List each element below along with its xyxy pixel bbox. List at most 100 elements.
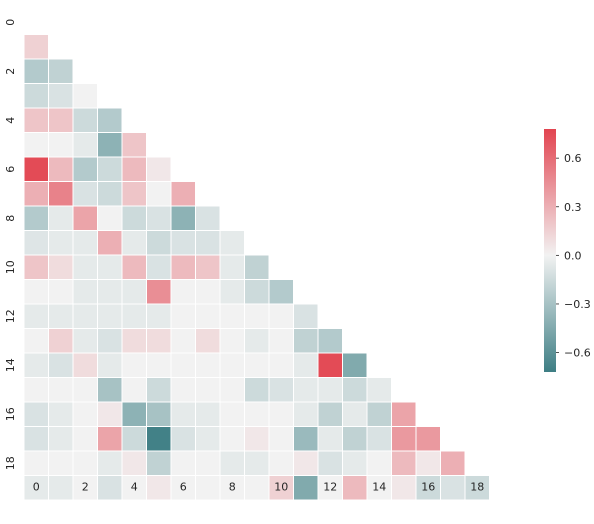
heatmap-cell — [72, 132, 98, 158]
heatmap-cell — [195, 230, 221, 256]
heatmap-cell — [97, 205, 123, 231]
heatmap-cell — [415, 426, 441, 452]
heatmap-cell — [195, 254, 221, 280]
heatmap-cell — [219, 401, 245, 427]
heatmap-cell — [244, 352, 270, 378]
heatmap-cell — [72, 107, 98, 133]
heatmap-cell — [219, 450, 245, 476]
heatmap-cell — [244, 279, 270, 305]
heatmap-cell — [195, 352, 221, 378]
heatmap-cell — [48, 377, 74, 403]
heatmap-cell — [146, 205, 172, 231]
heatmap-cell — [23, 132, 49, 158]
heatmap-cell — [342, 352, 368, 378]
heatmap-cell — [23, 181, 49, 207]
heatmap-cell — [342, 450, 368, 476]
heatmap-cell — [146, 254, 172, 280]
heatmap-cell — [23, 83, 49, 109]
heatmap-cell — [317, 352, 343, 378]
heatmap-cell — [244, 254, 270, 280]
colorbar-tick-label: 0.0 — [564, 249, 582, 262]
heatmap-cell — [146, 377, 172, 403]
heatmap-cell — [219, 475, 245, 501]
heatmap-cell — [121, 475, 147, 501]
heatmap-cell — [268, 377, 294, 403]
heatmap-cell — [293, 450, 319, 476]
x-tick-label: 12 — [323, 481, 337, 494]
heatmap-cell — [195, 303, 221, 329]
heatmap-cell — [244, 377, 270, 403]
heatmap-cell — [48, 181, 74, 207]
heatmap-cell — [97, 377, 123, 403]
heatmap-cell — [23, 58, 49, 84]
heatmap-cell — [97, 475, 123, 501]
heatmap-cell — [219, 230, 245, 256]
heatmap-cell — [244, 426, 270, 452]
heatmap-cell — [293, 328, 319, 354]
heatmap-cell — [121, 230, 147, 256]
heatmap-cell — [170, 303, 196, 329]
heatmap-cell — [97, 107, 123, 133]
heatmap-cell — [72, 328, 98, 354]
heatmap-cell — [219, 377, 245, 403]
heatmap-cell — [317, 377, 343, 403]
heatmap-cell — [293, 426, 319, 452]
heatmap-cells — [23, 34, 490, 501]
heatmap-cell — [146, 328, 172, 354]
heatmap-cell — [72, 450, 98, 476]
y-tick-label: 4 — [4, 117, 17, 124]
heatmap-cell — [317, 450, 343, 476]
heatmap-cell — [293, 377, 319, 403]
heatmap-cell — [146, 279, 172, 305]
heatmap-cell — [268, 450, 294, 476]
heatmap-cell — [23, 352, 49, 378]
heatmap-cell — [72, 230, 98, 256]
x-tick-label: 16 — [421, 481, 435, 494]
heatmap-cell — [23, 107, 49, 133]
heatmap-cell — [72, 181, 98, 207]
heatmap-cell — [195, 279, 221, 305]
heatmap-cell — [72, 401, 98, 427]
colorbar: 0.6 0.3 0.0 −0.3 −0.6 — [544, 129, 591, 372]
heatmap-cell — [97, 181, 123, 207]
heatmap-cell — [97, 401, 123, 427]
heatmap-cell — [170, 205, 196, 231]
heatmap-cell — [268, 328, 294, 354]
heatmap-cell — [146, 303, 172, 329]
heatmap-cell — [293, 475, 319, 501]
heatmap-cell — [121, 426, 147, 452]
heatmap-cell — [23, 34, 49, 60]
heatmap-cell — [72, 83, 98, 109]
heatmap-cell — [317, 401, 343, 427]
heatmap-cell — [48, 328, 74, 354]
colorbar-tick-label: −0.3 — [564, 298, 591, 311]
heatmap-cell — [97, 254, 123, 280]
heatmap-cell — [121, 401, 147, 427]
heatmap-cell — [366, 475, 392, 501]
heatmap-cell — [170, 279, 196, 305]
heatmap-cell — [464, 475, 490, 501]
y-axis-tick-labels: 0 2 4 6 8 10 12 14 16 18 — [4, 19, 17, 471]
heatmap-cell — [97, 426, 123, 452]
heatmap-cell — [48, 156, 74, 182]
heatmap-cell — [48, 230, 74, 256]
heatmap-cell — [97, 279, 123, 305]
heatmap-cell — [293, 303, 319, 329]
heatmap-cell — [244, 401, 270, 427]
x-tick-label: 6 — [180, 481, 187, 494]
y-tick-label: 8 — [4, 215, 17, 222]
heatmap-cell — [244, 475, 270, 501]
x-tick-label: 2 — [82, 481, 89, 494]
heatmap-cell — [48, 132, 74, 158]
heatmap-cell — [170, 377, 196, 403]
heatmap-cell — [366, 426, 392, 452]
heatmap-cell — [23, 303, 49, 329]
heatmap-cell — [121, 279, 147, 305]
heatmap-cell — [97, 156, 123, 182]
heatmap-cell — [23, 205, 49, 231]
heatmap-cell — [146, 450, 172, 476]
heatmap-cell — [97, 303, 123, 329]
heatmap-cell — [48, 254, 74, 280]
heatmap-cell — [195, 450, 221, 476]
heatmap-cell — [366, 377, 392, 403]
